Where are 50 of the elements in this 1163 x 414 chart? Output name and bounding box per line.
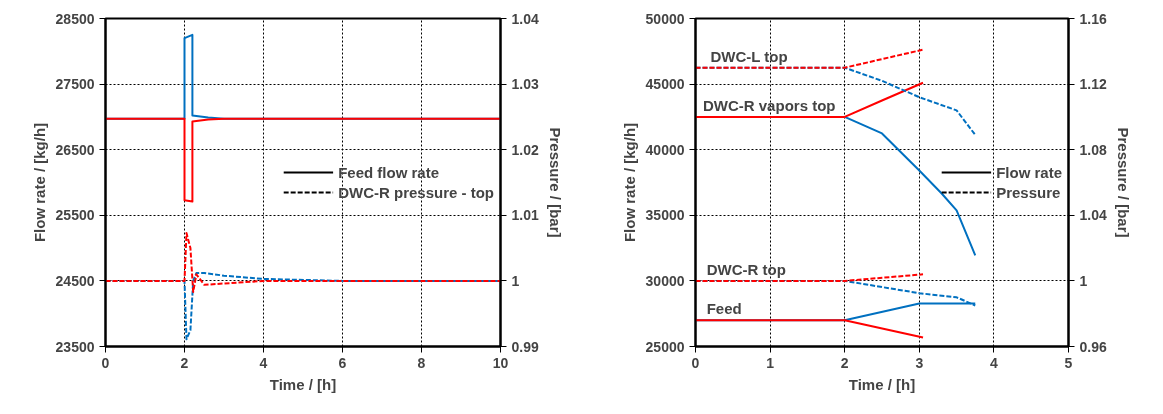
y-tick-label: 40000 (645, 141, 685, 158)
x-tick-label: 8 (417, 354, 426, 371)
x-tick-label: 5 (1064, 354, 1073, 371)
y2-tick-label: 1.02 (511, 141, 539, 158)
x-axis-title: Time / [h] (848, 375, 916, 393)
x-axis-title: Time / [h] (269, 375, 337, 393)
annotation: DWC-R vapors top (702, 96, 836, 114)
x-tick-label: 4 (990, 354, 999, 371)
annotation: DWC-R top (706, 260, 786, 278)
x-tick-label: 0 (691, 354, 700, 371)
y-tick-label: 30000 (645, 272, 685, 289)
y-tick-label: 27500 (55, 76, 95, 93)
y2-axis-title: Pressure / [bar] (546, 127, 564, 238)
y-axis-title: Flow rate / [kg/h] (620, 122, 638, 243)
y2-tick-label: 1.12 (1079, 76, 1107, 93)
y-axis-title: Flow rate / [kg/h] (30, 122, 48, 243)
legend-label: Feed flow rate (338, 163, 440, 181)
x-tick-label: 4 (259, 354, 268, 371)
y2-tick-label: 1 (1079, 272, 1088, 289)
y-tick-label: 26500 (55, 141, 95, 158)
legend-label: Flow rate (996, 163, 1062, 181)
legend-label: DWC-R pressure - top (338, 183, 494, 201)
y2-tick-label: 1.04 (511, 10, 539, 27)
legend-label: Pressure (996, 183, 1061, 201)
annotation: DWC-L top (710, 47, 788, 65)
annotation: Feed (706, 300, 742, 318)
y-tick-label: 35000 (645, 207, 685, 224)
x-tick-label: 1 (766, 354, 775, 371)
x-tick-label: 2 (180, 354, 189, 371)
y2-tick-label: 1 (511, 272, 520, 289)
y2-tick-label: 0.99 (511, 338, 539, 355)
y-tick-label: 24500 (55, 272, 95, 289)
y2-tick-label: 1.01 (511, 207, 539, 224)
y-tick-label: 45000 (645, 76, 685, 93)
y2-tick-label: 1.03 (511, 76, 539, 93)
y-tick-label: 25500 (55, 207, 95, 224)
y-tick-label: 28500 (55, 10, 95, 27)
x-tick-label: 0 (101, 354, 110, 371)
x-tick-label: 10 (492, 354, 509, 371)
x-tick-label: 3 (915, 354, 924, 371)
y2-tick-label: 1.04 (1079, 207, 1107, 224)
y2-axis-title: Pressure / [bar] (1114, 127, 1132, 238)
x-tick-label: 2 (840, 354, 849, 371)
y-tick-label: 23500 (55, 338, 95, 355)
x-tick-label: 6 (338, 354, 347, 371)
y-tick-label: 50000 (645, 10, 685, 27)
y2-tick-label: 1.16 (1079, 10, 1107, 27)
y2-tick-label: 1.08 (1079, 141, 1107, 158)
y-tick-label: 25000 (645, 338, 685, 355)
y2-tick-label: 0.96 (1079, 338, 1107, 355)
